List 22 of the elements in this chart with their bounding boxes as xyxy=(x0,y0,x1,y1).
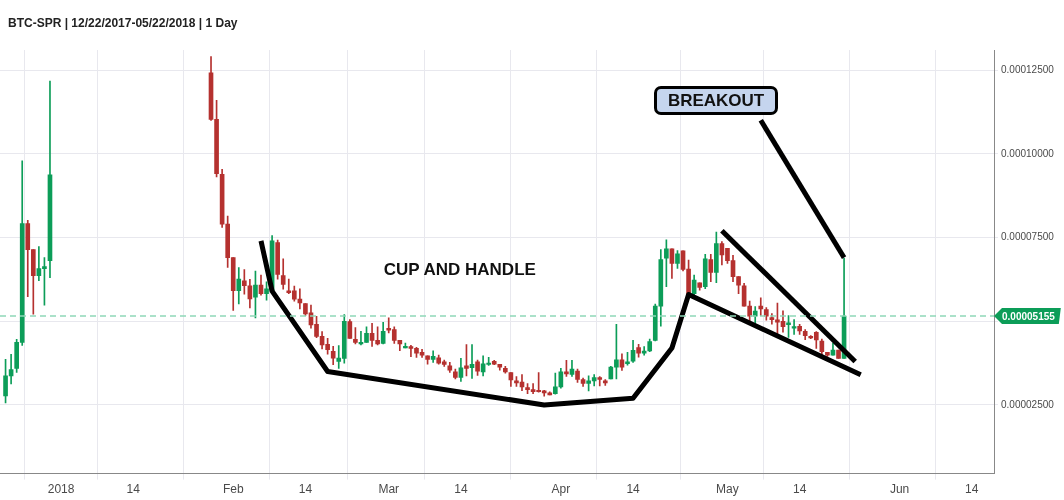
candlestick xyxy=(791,319,797,335)
annotation: BREAKOUT xyxy=(654,86,779,116)
x-tick-label: Apr xyxy=(551,482,571,497)
x-tick-label: Mar xyxy=(378,482,400,497)
x-tick-label: 14 xyxy=(298,482,313,497)
x-tick-label: 14 xyxy=(792,482,807,497)
candlestick xyxy=(758,297,764,316)
y-tick-label: 0.00002500 xyxy=(1001,398,1055,410)
ref-line-label: 0.00005155 xyxy=(1002,310,1056,322)
x-tick-label: 14 xyxy=(626,482,641,497)
x-tick-label: 14 xyxy=(126,482,141,497)
y-tick-label: 0.00007500 xyxy=(1001,231,1055,243)
y-tick-label: 0.00012500 xyxy=(1001,63,1055,75)
x-tick-label: Feb xyxy=(222,482,244,497)
x-tick-label: Jun xyxy=(889,482,910,497)
x-tick-label: 14 xyxy=(965,482,979,497)
x-tick-label: May xyxy=(716,482,739,497)
x-tick-label: 14 xyxy=(454,482,468,497)
annotation: CUP AND HANDLE xyxy=(383,259,536,280)
x-tick-label: 2018 xyxy=(47,482,75,497)
y-tick-label: 0.00010000 xyxy=(1001,147,1055,159)
chart-title: BTC-SPR | 12/22/2017-05/22/2018 | 1 Day xyxy=(8,16,238,30)
